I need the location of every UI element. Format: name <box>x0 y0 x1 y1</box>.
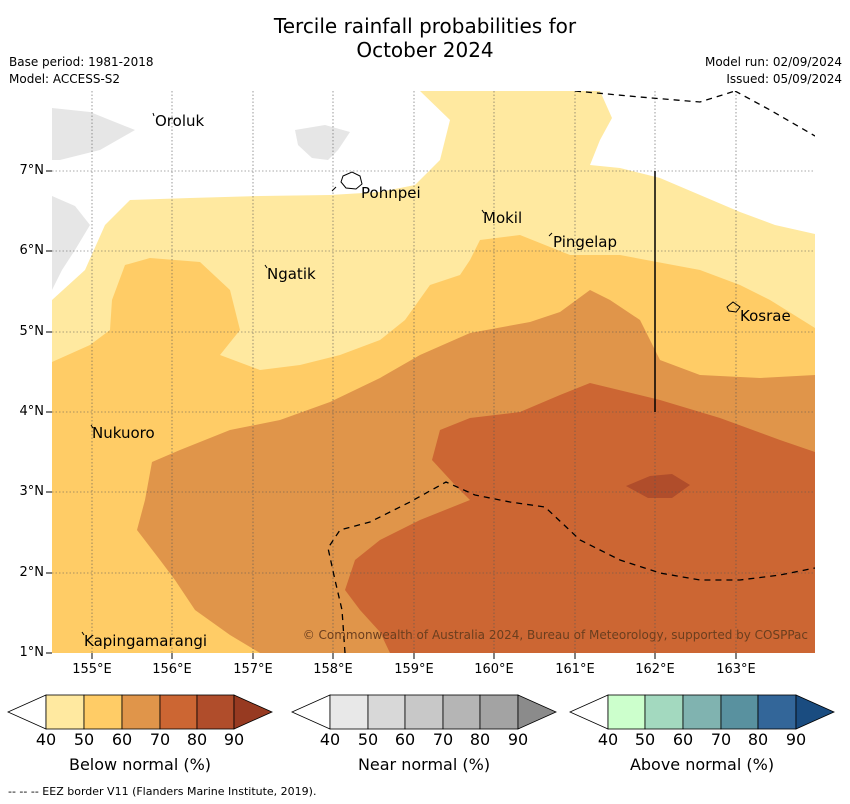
island-kosrae <box>726 301 741 313</box>
no-data-area-2 <box>590 91 815 234</box>
cb-below-tick-90: 90 <box>223 730 245 749</box>
colorbar-below-label: Below normal (%) <box>68 755 212 774</box>
lon-label-159e: 159°E <box>394 662 434 677</box>
cb-above-tick-50: 50 <box>634 730 656 749</box>
lon-ticks <box>91 653 737 659</box>
colorbar-above-label: Above normal (%) <box>629 755 775 774</box>
cb-below-tick-40: 40 <box>35 730 57 749</box>
near-normal-patch-2b <box>52 196 90 290</box>
issued-date: Issued: 05/09/2024 <box>726 72 842 86</box>
lat-ticks <box>46 170 52 654</box>
map-title: Tercile rainfall probabilities for Octob… <box>0 14 850 62</box>
field-80-90 <box>626 474 690 498</box>
colorbar-below-80 <box>196 694 235 730</box>
islands <box>81 112 741 636</box>
colorbar-below-high <box>233 694 273 730</box>
colorbar-above-80 <box>757 694 797 730</box>
cb-below-tick-60: 60 <box>111 730 133 749</box>
title-line-1: Tercile rainfall probabilities for <box>273 14 577 38</box>
base-period: Base period: 1981-2018 <box>9 55 154 69</box>
eez-border-east <box>734 91 815 137</box>
near-normal-patch-3b <box>295 125 350 160</box>
eez-border-south <box>327 481 815 653</box>
colorbar-near <box>291 694 557 730</box>
colorbar-near-40 <box>329 694 369 730</box>
cb-above-tick-90: 90 <box>785 730 807 749</box>
lon-label-162e: 162°E <box>635 662 675 677</box>
field-70-80 <box>345 383 815 653</box>
colorbar-below-40 <box>45 694 85 730</box>
lon-label-155e: 155°E <box>72 662 112 677</box>
colorbar-above-70 <box>720 694 759 730</box>
lat-label-5n: 5°N <box>19 324 45 339</box>
lat-label-6n: 6°N <box>19 243 45 258</box>
island-pohnpei <box>340 171 363 190</box>
colorbar-near-high <box>517 694 557 730</box>
colorbar-below-60 <box>121 694 161 730</box>
cb-below-tick-50: 50 <box>73 730 95 749</box>
lon-label-163e: 163°E <box>716 662 756 677</box>
cb-above-tick-60: 60 <box>672 730 694 749</box>
lon-label-161e: 161°E <box>555 662 595 677</box>
place-label-kapingamarangi: Kapingamarangi <box>84 632 208 650</box>
colorbar-below-50 <box>83 694 123 730</box>
lat-label-1n: 1°N <box>19 645 45 660</box>
colorbar-above <box>569 694 835 730</box>
lon-label-156e: 156°E <box>152 662 192 677</box>
colorbar-near-60 <box>404 694 444 730</box>
lat-label-2n: 2°N <box>19 565 45 580</box>
cb-near-tick-50: 50 <box>357 730 379 749</box>
place-label-ngatik: Ngatik <box>267 265 316 283</box>
colorbar-near-label: Near normal (%) <box>357 755 491 774</box>
cb-near-tick-40: 40 <box>319 730 341 749</box>
cb-near-tick-70: 70 <box>432 730 454 749</box>
meta-left: Base period: 1981-2018 Model: ACCESS-S2 <box>9 54 154 88</box>
meta-right: Model run: 02/09/2024 Issued: 05/09/2024 <box>705 54 842 88</box>
lon-label-157e: 157°E <box>233 662 273 677</box>
title-line-2: October 2024 <box>356 38 494 62</box>
lat-label-4n: 4°N <box>19 404 45 419</box>
cb-below-tick-80: 80 <box>186 730 208 749</box>
colorbar-above-low <box>569 694 609 730</box>
lat-label-3n: 3°N <box>19 484 45 499</box>
place-label-pohnpei: Pohnpei <box>361 184 421 202</box>
colorbar-above-50 <box>644 694 684 730</box>
lat-label-7n: 7°N <box>19 163 45 178</box>
colorbar-below <box>7 694 273 730</box>
place-label-nukuoro: Nukuoro <box>92 424 155 442</box>
lon-label-158e: 158°E <box>313 662 353 677</box>
copyright-notice: © Commonwealth of Australia 2024, Bureau… <box>302 628 808 642</box>
colorbar-near-low <box>291 694 331 730</box>
cb-above-tick-80: 80 <box>747 730 769 749</box>
cb-near-tick-90: 90 <box>507 730 529 749</box>
place-label-mokil: Mokil <box>483 209 523 227</box>
eez-borders <box>327 91 815 653</box>
model-name: Model: ACCESS-S2 <box>9 72 121 86</box>
colorbar-near-50 <box>367 694 406 730</box>
colorbar-above-high <box>795 694 835 730</box>
place-label-kosrae: Kosrae <box>740 307 791 325</box>
cb-below-tick-70: 70 <box>149 730 171 749</box>
eez-footnote: -- -- -- EEZ border V11 (Flanders Marine… <box>8 785 317 798</box>
cb-near-tick-60: 60 <box>394 730 416 749</box>
near-normal-patch-1b <box>52 108 135 160</box>
probability-fields <box>52 91 815 653</box>
eez-border-north <box>574 91 736 103</box>
colorbar-near-80 <box>479 694 519 730</box>
cb-near-tick-80: 80 <box>469 730 491 749</box>
colorbar-near-70 <box>442 694 481 730</box>
colorbar-above-60 <box>682 694 722 730</box>
gridlines <box>52 91 815 653</box>
colorbar-below-70 <box>159 694 198 730</box>
place-label-oroluk: Oroluk <box>155 112 205 130</box>
colorbar-below-low <box>7 694 47 730</box>
place-label-pingelap: Pingelap <box>553 233 618 251</box>
cb-above-tick-40: 40 <box>597 730 619 749</box>
lon-label-160e: 160°E <box>474 662 514 677</box>
colorbar-above-40 <box>607 694 646 730</box>
model-run: Model run: 02/09/2024 <box>704 55 842 69</box>
cb-above-tick-70: 70 <box>710 730 732 749</box>
no-data-area-1 <box>52 91 450 300</box>
